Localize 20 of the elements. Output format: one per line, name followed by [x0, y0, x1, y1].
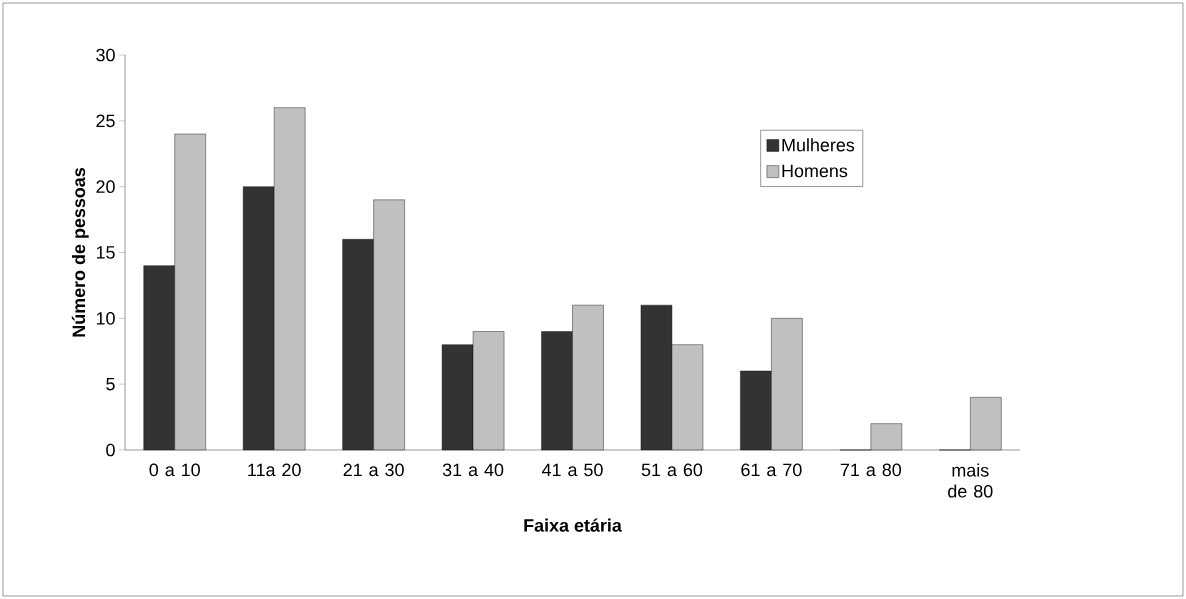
y-tick-label: 15 — [96, 246, 115, 259]
y-tick-label: 25 — [96, 114, 115, 128]
legend-label: Mulheres — [782, 138, 855, 152]
x-tick-label: 0 a 10 — [149, 463, 200, 477]
x-tick-label: 61 a 70 — [741, 463, 802, 477]
y-tick-label: 10 — [96, 311, 115, 325]
x-axis-title: Faixa etária — [524, 518, 622, 532]
x-tick-label: 41 a 50 — [542, 463, 603, 477]
x-tick-label: mais de 80 — [948, 463, 993, 498]
y-tick-label: 30 — [96, 48, 115, 62]
y-axis-title: Número de pessoas — [71, 168, 89, 337]
x-tick-label: 31 a 40 — [442, 463, 504, 477]
x-tick-label: 11a 20 — [248, 463, 301, 477]
y-tick-label: 20 — [96, 180, 115, 193]
y-tick-label: 5 — [106, 377, 115, 391]
legend-label: Homens — [782, 164, 848, 178]
x-tick-label: 21 a 30 — [343, 463, 404, 477]
y-tick-label: 0 — [106, 443, 115, 457]
x-tick-label: 71 a 80 — [840, 463, 902, 477]
x-tick-label: 51 a 60 — [641, 463, 703, 477]
